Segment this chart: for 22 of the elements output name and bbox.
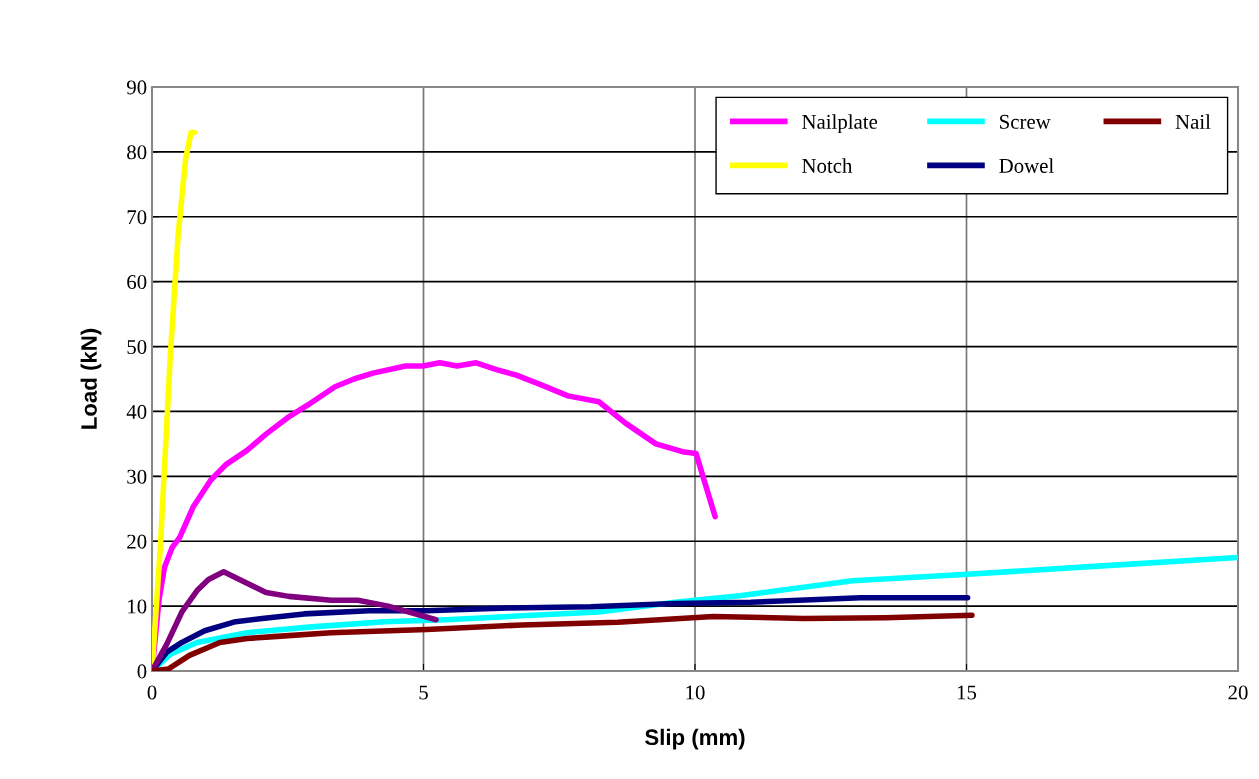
x-tick-label: 0: [147, 685, 157, 700]
y-tick-label: 70: [127, 210, 147, 225]
x-tick-label: 5: [419, 685, 428, 700]
y-tick-label: 10: [128, 599, 147, 614]
y-tick-label: 20: [127, 534, 147, 549]
y-tick-label: 90: [126, 80, 147, 95]
legend-label: Dowel: [999, 158, 1054, 173]
x-axis-title: Slip (mm): [645, 728, 745, 750]
y-tick-label: 30: [127, 469, 147, 484]
x-tick-label: 20: [1228, 685, 1248, 700]
y-tick-label: 40: [126, 404, 147, 419]
legend-label: Notch: [802, 158, 853, 173]
legend-label: Nailplate: [802, 114, 878, 134]
y-axis-title: Load (kN): [80, 328, 102, 429]
x-tick-label: 10: [686, 685, 705, 700]
y-tick-label: 60: [127, 275, 147, 290]
y-tick-label: 50: [127, 339, 147, 354]
x-tick-label: 15: [957, 685, 977, 700]
y-tick-label: 0: [137, 664, 147, 679]
legend-label: Nail: [1175, 114, 1211, 129]
y-tick-label: 80: [127, 145, 147, 160]
legend-label: Screw: [1000, 114, 1051, 129]
